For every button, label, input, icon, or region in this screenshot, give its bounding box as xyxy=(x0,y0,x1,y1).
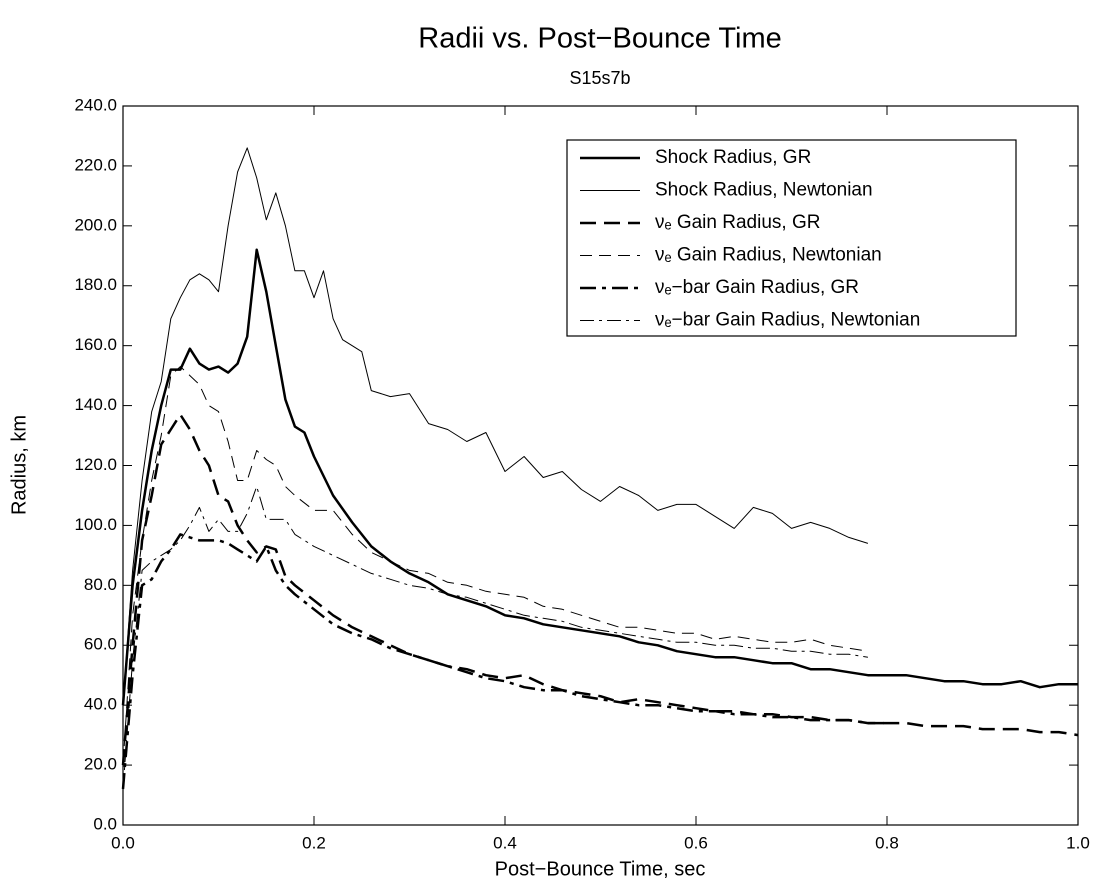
y-tick-label: 60.0 xyxy=(84,635,117,654)
y-tick-label: 20.0 xyxy=(84,755,117,774)
legend-label: νₑ−bar Gain Radius, Newtonian xyxy=(655,310,920,331)
x-tick-label: 0.6 xyxy=(684,833,708,852)
y-tick-label: 140.0 xyxy=(74,395,117,414)
legend-label: Shock Radius, Newtonian xyxy=(655,180,873,201)
y-tick-label: 200.0 xyxy=(74,215,117,234)
x-tick-label: 1.0 xyxy=(1066,833,1090,852)
series-line xyxy=(122,366,868,766)
y-tick-label: 180.0 xyxy=(74,275,117,294)
x-tick-label: 0.8 xyxy=(875,833,899,852)
x-tick-label: 0.4 xyxy=(493,833,517,852)
x-axis-label: Post−Bounce Time, sec xyxy=(495,858,706,880)
x-tick-label: 0.0 xyxy=(111,833,135,852)
y-tick-label: 120.0 xyxy=(74,455,117,474)
x-tick-label: 0.2 xyxy=(302,833,326,852)
series-line xyxy=(121,413,1079,766)
y-tick-label: 100.0 xyxy=(74,515,117,534)
legend-label: νₑ Gain Radius, GR xyxy=(655,212,820,233)
series-line xyxy=(121,533,887,790)
legend-label: νₑ−bar Gain Radius, GR xyxy=(655,277,859,298)
y-tick-label: 40.0 xyxy=(84,695,117,714)
y-tick-label: 0.0 xyxy=(93,814,117,833)
series-line xyxy=(122,486,868,790)
y-tick-label: 240.0 xyxy=(74,95,117,114)
y-axis-label: Radius, km xyxy=(8,415,30,515)
chart-title: Radii vs. Post−Bounce Time xyxy=(418,23,781,55)
series-line xyxy=(121,248,1078,706)
legend-box xyxy=(566,139,1017,337)
legend-label: νₑ Gain Radius, Newtonian xyxy=(655,245,882,266)
y-tick-label: 160.0 xyxy=(74,335,117,354)
y-tick-label: 220.0 xyxy=(74,155,117,174)
chart-subtitle: S15s7b xyxy=(569,68,630,88)
y-tick-label: 80.0 xyxy=(84,575,117,594)
legend-label: Shock Radius, GR xyxy=(655,147,811,168)
series-line xyxy=(122,147,869,706)
